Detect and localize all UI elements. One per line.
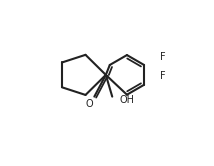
Text: O: O	[85, 99, 93, 109]
Text: F: F	[160, 71, 166, 81]
Text: F: F	[160, 52, 166, 62]
Text: OH: OH	[119, 95, 134, 105]
